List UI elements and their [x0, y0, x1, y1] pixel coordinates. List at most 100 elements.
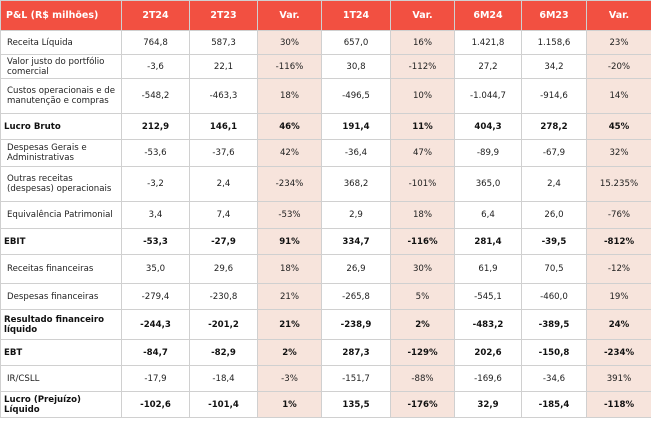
table-cell: -460,0 — [521, 283, 587, 310]
table-row: Lucro (Prejuízo) Líquido -102,6 -101,4 1% 13… — [0, 391, 651, 418]
header-label: P&L (R$ milhões) — [0, 0, 122, 31]
table-cell: 1.421,8 — [454, 30, 522, 55]
table-cell: -3,2 — [121, 166, 190, 202]
table-cell: -169,6 — [454, 365, 522, 392]
table-cell: 21% — [257, 283, 322, 310]
table-cell: 1% — [257, 391, 322, 418]
row-label: Lucro Bruto — [0, 113, 122, 140]
table-cell: 368,2 — [321, 166, 391, 202]
table-cell: 764,8 — [121, 30, 190, 55]
table-cell: 30% — [390, 254, 455, 284]
table-cell: -234% — [586, 339, 651, 366]
table-cell: 45% — [586, 113, 651, 140]
table-cell: 2% — [390, 309, 455, 340]
table-cell: 2% — [257, 339, 322, 366]
table-row: Receita Líquida 764,8 587,3 30% 657,0 16% 1.42… — [0, 30, 651, 55]
table-cell: 47% — [390, 139, 455, 167]
table-cell: 212,9 — [121, 113, 190, 140]
table-cell: 42% — [257, 139, 322, 167]
table-cell: -3% — [257, 365, 322, 392]
table-cell: -230,8 — [189, 283, 258, 310]
table-cell: 3,4 — [121, 201, 190, 229]
table-cell: 26,9 — [321, 254, 391, 284]
table-cell: -20% — [586, 54, 651, 79]
row-label: Equivalência Patrimonial — [0, 201, 122, 229]
table-cell: 24% — [586, 309, 651, 340]
table-cell: -101% — [390, 166, 455, 202]
table-cell: -27,9 — [189, 228, 258, 255]
table-cell: 30,8 — [321, 54, 391, 79]
table-cell: -18,4 — [189, 365, 258, 392]
table-cell: -176% — [390, 391, 455, 418]
table-cell: -36,4 — [321, 139, 391, 167]
table-cell: -201,2 — [189, 309, 258, 340]
table-cell: 365,0 — [454, 166, 522, 202]
header-var-semester: Var. — [586, 0, 651, 31]
row-label: Despesas financeiras — [0, 283, 122, 310]
header-2t24: 2T24 — [121, 0, 190, 31]
table-cell: 404,3 — [454, 113, 522, 140]
table-cell: -102,6 — [121, 391, 190, 418]
table-cell: -12% — [586, 254, 651, 284]
table-cell: 26,0 — [521, 201, 587, 229]
table-cell: 11% — [390, 113, 455, 140]
table-cell: 18% — [257, 254, 322, 284]
header-var-quarter: Var. — [257, 0, 322, 31]
row-label: Despesas Gerais e Administrativas — [0, 139, 122, 167]
table-cell: -116% — [257, 54, 322, 79]
header-2t23: 2T23 — [189, 0, 258, 31]
table-cell: -67,9 — [521, 139, 587, 167]
table-cell: 27,2 — [454, 54, 522, 79]
table-cell: -17,9 — [121, 365, 190, 392]
table-cell: 29,6 — [189, 254, 258, 284]
table-cell: -1.044,7 — [454, 78, 522, 114]
table-row: EBIT -53,3 -27,9 91% 334,7 -116% 281,4 -39,5 -81… — [0, 228, 651, 255]
table-cell: 70,5 — [521, 254, 587, 284]
table-cell: 5% — [390, 283, 455, 310]
table-cell: -185,4 — [521, 391, 587, 418]
table-cell: 281,4 — [454, 228, 522, 255]
table-cell: 7,4 — [189, 201, 258, 229]
table-cell: -389,5 — [521, 309, 587, 340]
table-cell: 23% — [586, 30, 651, 55]
table-cell: -545,1 — [454, 283, 522, 310]
row-label: IR/CSLL — [0, 365, 122, 392]
table-row: Valor justo do portfólio comercial -3,6 22… — [0, 54, 651, 79]
table-cell: 91% — [257, 228, 322, 255]
table-cell: 18% — [390, 201, 455, 229]
table-cell: -53% — [257, 201, 322, 229]
table-cell: -82,9 — [189, 339, 258, 366]
table-cell: -483,2 — [454, 309, 522, 340]
table-cell: -244,3 — [121, 309, 190, 340]
header-var-sequential: Var. — [390, 0, 455, 31]
table-cell: -39,5 — [521, 228, 587, 255]
table-cell: 30% — [257, 30, 322, 55]
table-cell: 32,9 — [454, 391, 522, 418]
table-cell: 2,4 — [189, 166, 258, 202]
table-cell: -279,4 — [121, 283, 190, 310]
table-cell: 1.158,6 — [521, 30, 587, 55]
table-row: Outras receitas (despesas) operacionais -… — [0, 166, 651, 202]
table-body: Receita Líquida 764,8 587,3 30% 657,0 16% 1.42… — [0, 30, 651, 418]
table-cell: 657,0 — [321, 30, 391, 55]
table-cell: -53,6 — [121, 139, 190, 167]
table-row: Custos operacionais e de manutenção e co… — [0, 78, 651, 114]
row-label: Valor justo do portfólio comercial — [0, 54, 122, 79]
table-cell: 2,4 — [521, 166, 587, 202]
table-cell: -129% — [390, 339, 455, 366]
table-cell: -496,5 — [321, 78, 391, 114]
row-label: Receita Líquida — [0, 30, 122, 55]
table-row: Despesas financeiras -279,4 -230,8 21% -265,… — [0, 283, 651, 310]
table-cell: -84,7 — [121, 339, 190, 366]
header-6m24: 6M24 — [454, 0, 522, 31]
table-cell: 32% — [586, 139, 651, 167]
table-cell: 278,2 — [521, 113, 587, 140]
table-cell: -112% — [390, 54, 455, 79]
table-cell: 191,4 — [321, 113, 391, 140]
table-row: Receitas financeiras 35,0 29,6 18% 26,9 30% 61… — [0, 254, 651, 284]
table-cell: -88% — [390, 365, 455, 392]
table-cell: -151,7 — [321, 365, 391, 392]
table-cell: -150,8 — [521, 339, 587, 366]
table-cell: -116% — [390, 228, 455, 255]
table-cell: -37,6 — [189, 139, 258, 167]
